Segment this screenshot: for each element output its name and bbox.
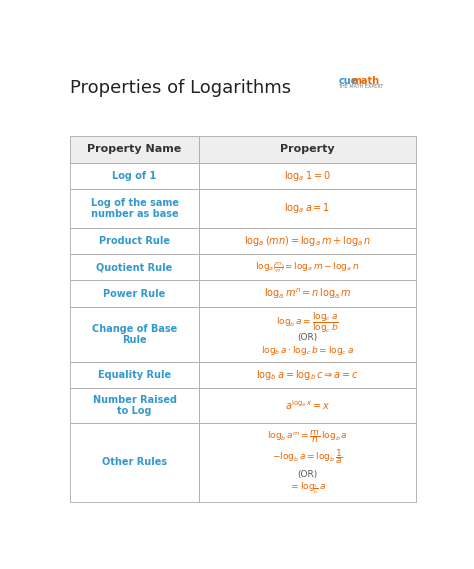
Text: cue: cue (338, 76, 358, 86)
Text: Equality Rule: Equality Rule (98, 370, 171, 380)
Text: Change of Base
Rule: Change of Base Rule (92, 324, 177, 345)
Bar (199, 388, 416, 423)
Bar (199, 254, 416, 281)
Text: $\log_a m^n = n\,\log_a m$: $\log_a m^n = n\,\log_a m$ (264, 287, 351, 301)
Text: Log of 1: Log of 1 (112, 171, 157, 181)
Bar (70, 254, 199, 281)
Text: Power Rule: Power Rule (103, 288, 166, 299)
Bar (199, 307, 416, 362)
Text: math: math (351, 76, 379, 86)
Bar (70, 281, 199, 307)
Text: Properties of Logarithms: Properties of Logarithms (70, 79, 292, 97)
Text: Property: Property (280, 145, 335, 154)
Text: $\log_b a^m = \dfrac{m}{n}\,\log_b a$: $\log_b a^m = \dfrac{m}{n}\,\log_b a$ (267, 428, 347, 446)
Text: THE MATH EXPERT: THE MATH EXPERT (338, 84, 384, 89)
Bar (70, 307, 199, 362)
Text: $-\log_b a = \log_b \dfrac{1}{a}$: $-\log_b a = \log_b \dfrac{1}{a}$ (272, 447, 343, 466)
Bar (199, 163, 416, 189)
Text: Number Raised
to Log: Number Raised to Log (92, 395, 176, 417)
Text: $\log_b a \cdot \log_c b = \log_c a$: $\log_b a \cdot \log_c b = \log_c a$ (261, 344, 354, 357)
Text: Property Name: Property Name (87, 145, 182, 154)
Bar (199, 136, 416, 163)
Text: $a^{\log_a x} = x$: $a^{\log_a x} = x$ (284, 399, 330, 413)
Bar (70, 388, 199, 423)
Text: Product Rule: Product Rule (99, 236, 170, 246)
Bar (199, 281, 416, 307)
Bar (199, 423, 416, 502)
Text: $\log_a(mn) = \log_a m + \log_a n$: $\log_a(mn) = \log_a m + \log_a n$ (244, 234, 371, 248)
Bar (199, 362, 416, 388)
Text: Quotient Rule: Quotient Rule (96, 262, 173, 273)
Text: Other Rules: Other Rules (102, 457, 167, 467)
Bar (70, 362, 199, 388)
Bar (70, 163, 199, 189)
Bar (70, 423, 199, 502)
Bar (199, 228, 416, 254)
Bar (70, 228, 199, 254)
Text: $\log_b a = \dfrac{\log_c a}{\log_c b}$: $\log_b a = \dfrac{\log_c a}{\log_c b}$ (276, 310, 338, 335)
Bar (70, 136, 199, 163)
Text: (OR): (OR) (297, 333, 317, 342)
Bar (70, 189, 199, 228)
Text: $\log_a 1 = 0$: $\log_a 1 = 0$ (284, 169, 330, 183)
Text: $\log_a\!\left(\!\frac{m}{n}\!\right)\!= \log_a m - \log_a n$: $\log_a\!\left(\!\frac{m}{n}\!\right)\!=… (255, 260, 359, 274)
Text: (OR): (OR) (297, 470, 317, 479)
Text: $\log_b a = \log_b c \Rightarrow a = c$: $\log_b a = \log_b c \Rightarrow a = c$ (256, 368, 359, 382)
Bar (199, 189, 416, 228)
Text: $\log_a a = 1$: $\log_a a = 1$ (284, 201, 330, 215)
Text: Log of the same
number as base: Log of the same number as base (91, 197, 179, 219)
Text: $= \log_{\frac{1}{b}} a$: $= \log_{\frac{1}{b}} a$ (289, 481, 326, 496)
